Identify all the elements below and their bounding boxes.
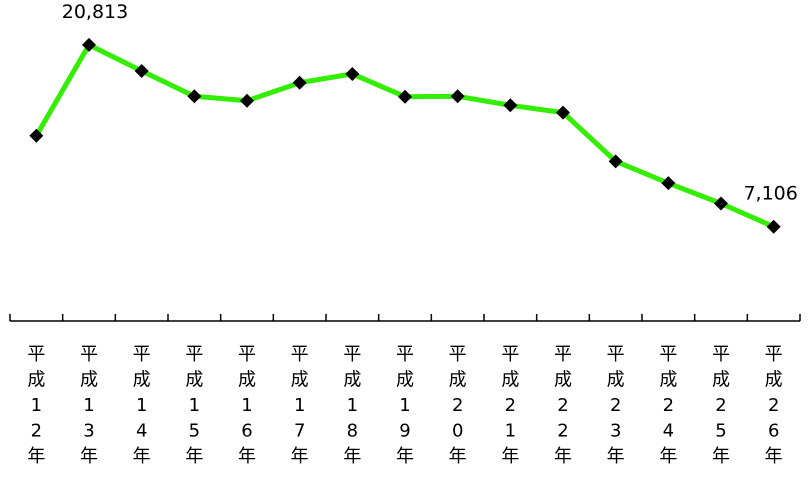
data-point bbox=[661, 176, 676, 191]
data-point bbox=[240, 93, 254, 108]
x-tick-label: 平成 1 6 年 bbox=[238, 344, 256, 467]
data-point bbox=[29, 128, 44, 143]
x-tick-label: 平成 2 6 年 bbox=[765, 344, 783, 467]
data-point bbox=[450, 89, 465, 104]
x-tick-label: 平成 1 5 年 bbox=[185, 344, 203, 467]
data-point bbox=[345, 66, 360, 81]
x-tick-label: 平成 1 7 年 bbox=[291, 344, 309, 467]
x-axis: 平成 1 2 年 平成 1 3 年 平成 1 4 年 平成 1 5 年 平成 1 6 年 平成 1 7 年 平成 1 8 年 平成 1 9 年… bbox=[9, 314, 801, 467]
x-tick-label: 平成 2 3 年 bbox=[607, 344, 625, 467]
x-tick-label: 平成 2 1 年 bbox=[501, 344, 519, 467]
marker-layer bbox=[29, 37, 781, 234]
data-point bbox=[82, 37, 96, 52]
x-tick-label: 平成 1 2 年 bbox=[27, 344, 45, 467]
x-tick-label: 平成 2 4 年 bbox=[659, 344, 677, 467]
x-tick-label: 平成 1 8 年 bbox=[343, 344, 361, 467]
data-point bbox=[556, 105, 570, 120]
x-tick-label: 平成 1 9 年 bbox=[396, 344, 414, 467]
data-point bbox=[766, 219, 781, 234]
data-label: 20,813 bbox=[62, 1, 128, 23]
x-tick-label: 平成 2 2 年 bbox=[554, 344, 572, 467]
x-tick-label: 平成 1 4 年 bbox=[133, 344, 151, 467]
data-label: 7,106 bbox=[743, 183, 797, 205]
data-point bbox=[714, 196, 728, 211]
data-point bbox=[503, 98, 518, 113]
label-layer: 20,813 7,106 bbox=[62, 1, 798, 205]
x-tick-label: 平成 1 3 年 bbox=[80, 344, 98, 467]
data-point bbox=[292, 75, 307, 90]
data-point bbox=[608, 154, 623, 169]
data-point bbox=[134, 63, 149, 78]
data-point bbox=[187, 89, 202, 104]
data-point bbox=[398, 89, 412, 104]
x-tick-label: 平成 2 5 年 bbox=[712, 344, 730, 467]
x-tick-label: 平成 2 0 年 bbox=[449, 344, 467, 467]
